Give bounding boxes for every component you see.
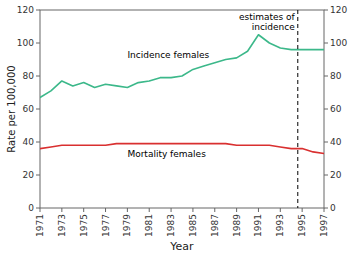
reference-line-label: incidence: [252, 22, 296, 32]
plot-area: [40, 10, 324, 208]
x-tick: [171, 208, 172, 212]
y-tick-label: 40: [23, 137, 35, 147]
x-tick-label: 1977: [101, 214, 111, 237]
x-tick: [302, 208, 303, 212]
x-tick-label: 1989: [232, 214, 242, 237]
y-tick: [36, 142, 40, 143]
x-tick: [127, 208, 128, 212]
y-tick-label: 0: [28, 203, 34, 213]
y2-tick: [324, 76, 328, 77]
y-tick: [36, 175, 40, 176]
y-tick: [36, 76, 40, 77]
y2-tick: [324, 142, 328, 143]
x-tick-label: 1979: [122, 214, 132, 237]
x-tick-label: 1985: [188, 214, 198, 237]
y2-tick: [324, 175, 328, 176]
reference-line: [297, 10, 298, 208]
y-axis-label: Rate per 100,000: [6, 65, 17, 152]
x-tick: [214, 208, 215, 212]
y-tick: [36, 109, 40, 110]
y-tick-label: 20: [23, 170, 35, 180]
x-tick-label: 1997: [319, 214, 329, 237]
x-tick-label: 1981: [144, 214, 154, 237]
x-tick-label: 1993: [275, 214, 285, 237]
y2-tick-label: 100: [330, 38, 347, 48]
y2-tick-label: 0: [330, 203, 336, 213]
x-axis-label: Year: [169, 240, 194, 253]
x-tick: [83, 208, 84, 212]
y-tick-label: 100: [17, 38, 34, 48]
y-tick-label: 120: [17, 5, 34, 15]
x-tick-label: 1983: [166, 214, 176, 237]
y-tick: [36, 10, 40, 11]
x-tick-label: 1995: [297, 214, 307, 237]
x-tick-label: 1991: [253, 214, 263, 237]
y2-tick: [324, 109, 328, 110]
y2-tick-label: 20: [330, 170, 342, 180]
y-tick: [36, 43, 40, 44]
x-tick: [192, 208, 193, 212]
reference-line-label: estimates of: [239, 12, 296, 22]
y-tick-label: 60: [23, 104, 35, 114]
chart: 1971 1973 1975 1977 1979 1981 1983 1985 1987 1989…: [0, 0, 350, 254]
x-tick: [236, 208, 237, 212]
y2-tick: [324, 10, 328, 11]
y2-tick-label: 60: [330, 104, 342, 114]
y-tick: [36, 208, 40, 209]
series-label: Mortality females: [127, 149, 206, 159]
y2-tick: [324, 43, 328, 44]
series-line: [40, 35, 324, 98]
y2-tick-label: 80: [330, 71, 342, 81]
x-tick-label: 1987: [210, 214, 220, 237]
y2-tick: [324, 208, 328, 209]
x-tick: [61, 208, 62, 212]
y2-tick-label: 40: [330, 137, 342, 147]
x-tick: [324, 208, 325, 212]
series-label: Incidence females: [127, 50, 209, 60]
x-tick-label: 1975: [79, 214, 89, 237]
x-tick: [258, 208, 259, 212]
x-tick: [105, 208, 106, 212]
x-tick-label: 1971: [35, 214, 45, 237]
y2-tick-label: 120: [330, 5, 347, 15]
x-tick: [40, 208, 41, 212]
x-tick-label: 1973: [57, 214, 67, 237]
y-tick-label: 80: [23, 71, 35, 81]
plot-frame: [40, 10, 324, 208]
x-tick: [149, 208, 150, 212]
x-tick: [280, 208, 281, 212]
